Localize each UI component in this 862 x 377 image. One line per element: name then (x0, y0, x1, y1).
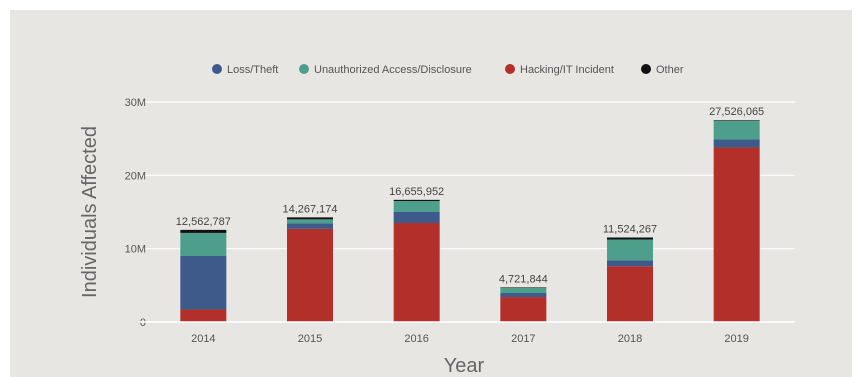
legend-item-unauthorized-access-disclosure: Unauthorized Access/Disclosure (299, 64, 472, 76)
chart-frame: Loss/Theft Unauthorized Access/Disclosure… (10, 10, 852, 377)
y-tick-label: 0 (140, 317, 146, 329)
total-label-2014: 12,562,787 (176, 216, 231, 228)
x-tick-label: 2014 (191, 333, 215, 345)
y-tick-label: 20M (125, 170, 146, 182)
total-labels: 12,562,787 14,267,174 16,655,952 4,721,844 1… (176, 106, 764, 285)
total-label-2018: 11,524,267 (603, 223, 657, 235)
stacked-bar-chart: Loss/Theft Unauthorized Access/Disclosure… (79, 64, 795, 377)
bar-2016-other (393, 199, 440, 201)
legend-swatch (212, 64, 222, 74)
bars (180, 120, 760, 322)
grid-lines (140, 101, 795, 323)
bar-2018-unauthorized-access-disclosure (607, 239, 653, 261)
bar-2019-hacking-it-incident (713, 147, 760, 322)
y-tick-label: 10M (125, 244, 146, 256)
bar-2017-loss-theft (500, 293, 547, 298)
bar-2019-loss-theft (713, 139, 760, 148)
y-axis-label: Individuals Affected (79, 126, 101, 298)
legend-label: Unauthorized Access/Disclosure (314, 64, 472, 76)
y-tick-label: 30M (125, 97, 146, 109)
bar-2018-other (607, 237, 653, 240)
bar-2016-unauthorized-access-disclosure (393, 201, 440, 212)
legend-swatch (505, 64, 515, 74)
x-tick-label: 2017 (511, 333, 535, 345)
bar-2018-loss-theft (607, 260, 653, 267)
total-label-2015: 14,267,174 (282, 203, 337, 215)
bar-2016-loss-theft (393, 212, 440, 223)
x-tick-label: 2018 (618, 333, 642, 345)
bar-2019-other (713, 120, 760, 121)
legend-swatch (299, 64, 309, 74)
x-tick-label: 2019 (724, 333, 748, 345)
bar-2019-unauthorized-access-disclosure (713, 120, 760, 140)
legend-item-other: Other (641, 64, 684, 76)
total-label-2017: 4,721,844 (499, 273, 548, 285)
legend-item-loss-theft: Loss/Theft (212, 64, 278, 76)
legend-item-hacking-it-incident: Hacking/IT Incident (505, 64, 614, 76)
bar-2015-hacking-it-incident (287, 228, 333, 322)
bar-2017-hacking-it-incident (500, 297, 547, 322)
y-axis-ticks: 0 10M 20M 30M (125, 97, 146, 329)
bar-2016-hacking-it-incident (393, 223, 440, 322)
x-tick-label: 2016 (404, 333, 428, 345)
legend-label: Other (656, 64, 684, 76)
x-tick-label: 2015 (298, 333, 322, 345)
bar-2018-hacking-it-incident (607, 266, 653, 322)
bar-2014-hacking-it-incident (180, 309, 227, 322)
bar-2015-loss-theft (287, 223, 333, 229)
chart-legend: Loss/Theft Unauthorized Access/Disclosure… (212, 64, 684, 76)
bar-2017-unauthorized-access-disclosure (500, 287, 547, 294)
bar-2014-unauthorized-access-disclosure (180, 232, 227, 256)
legend-label: Hacking/IT Incident (520, 64, 614, 76)
bar-2015-other (287, 217, 333, 220)
x-axis-label: Year (444, 355, 485, 377)
bar-2017-other (500, 287, 547, 288)
legend-swatch (641, 64, 651, 74)
total-label-2019: 27,526,065 (709, 106, 764, 118)
bar-2015-unauthorized-access-disclosure (287, 219, 333, 224)
legend-label: Loss/Theft (227, 64, 278, 76)
bar-2014-other (180, 229, 227, 233)
bar-2014-loss-theft (180, 256, 227, 310)
x-axis-ticks: 2014 2015 2016 2017 2018 2019 (191, 333, 749, 345)
total-label-2016: 16,655,952 (389, 186, 444, 198)
